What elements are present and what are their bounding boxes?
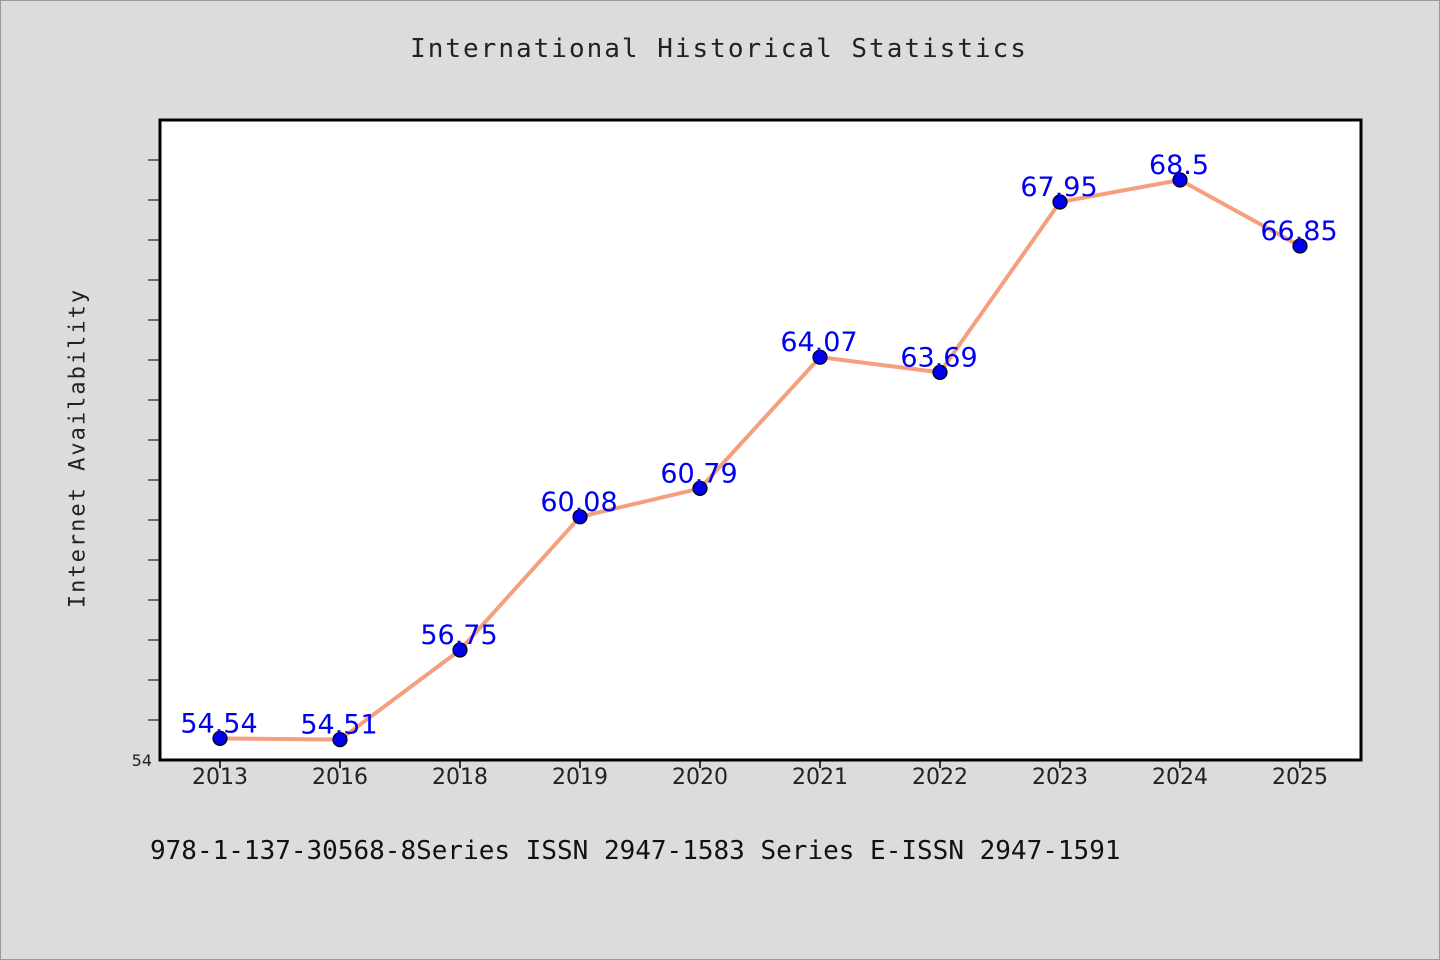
- data-point: [932, 364, 948, 380]
- x-tick-label: 2019: [552, 765, 608, 790]
- data-label: 66.85: [1260, 216, 1337, 247]
- x-tick-label: 2016: [312, 765, 368, 790]
- data-label: 54.51: [300, 710, 377, 741]
- x-axis-ticks: 2013 2016 2018 2019 2020 2021 2022 2023 2024 2025: [192, 760, 1328, 790]
- chart-title: International Historical Statistics: [410, 34, 1028, 64]
- x-tick-label: 2020: [672, 765, 728, 790]
- x-tick-label: 2022: [912, 765, 968, 790]
- data-label: 54.54: [180, 708, 257, 739]
- x-tick-label: 2018: [432, 765, 488, 790]
- data-point: [212, 730, 228, 747]
- series-line: [218, 178, 1302, 742]
- data-label: 64.07: [780, 327, 857, 358]
- y-axis-ticks: 54: [132, 159, 160, 770]
- footer-text: 978-1-137-30568-8Series ISSN 2947-1583 S…: [150, 836, 1121, 866]
- data-label: 60.08: [540, 487, 617, 518]
- data-point: [1292, 238, 1308, 254]
- data-point: [452, 642, 468, 658]
- data-label: 67.95: [1020, 172, 1097, 203]
- data-point: [332, 731, 348, 748]
- data-label: 60.79: [660, 458, 737, 489]
- data-point: [812, 349, 828, 365]
- y-tick-label: 54: [132, 751, 152, 770]
- x-tick-label: 2025: [1272, 765, 1328, 790]
- x-tick-label: 2023: [1032, 765, 1088, 790]
- data-label: 63.69: [900, 342, 977, 373]
- points-layer: [212, 172, 1308, 748]
- x-tick-label: 2024: [1152, 765, 1208, 790]
- data-point: [572, 509, 588, 525]
- plot-area: [158, 118, 1363, 762]
- data-label: 68.5: [1149, 150, 1209, 181]
- data-label: 56.75: [420, 620, 497, 651]
- x-tick-label: 2013: [192, 765, 248, 790]
- data-point: [1172, 172, 1188, 188]
- data-labels-layer: 54.54 54.51 56.75 60.08 60.79 64.07 63.69 67.95…: [180, 150, 1337, 741]
- series-layer: [218, 178, 1302, 742]
- x-tick-label: 2021: [792, 765, 848, 790]
- data-point: [692, 480, 708, 496]
- data-point: [1052, 194, 1068, 210]
